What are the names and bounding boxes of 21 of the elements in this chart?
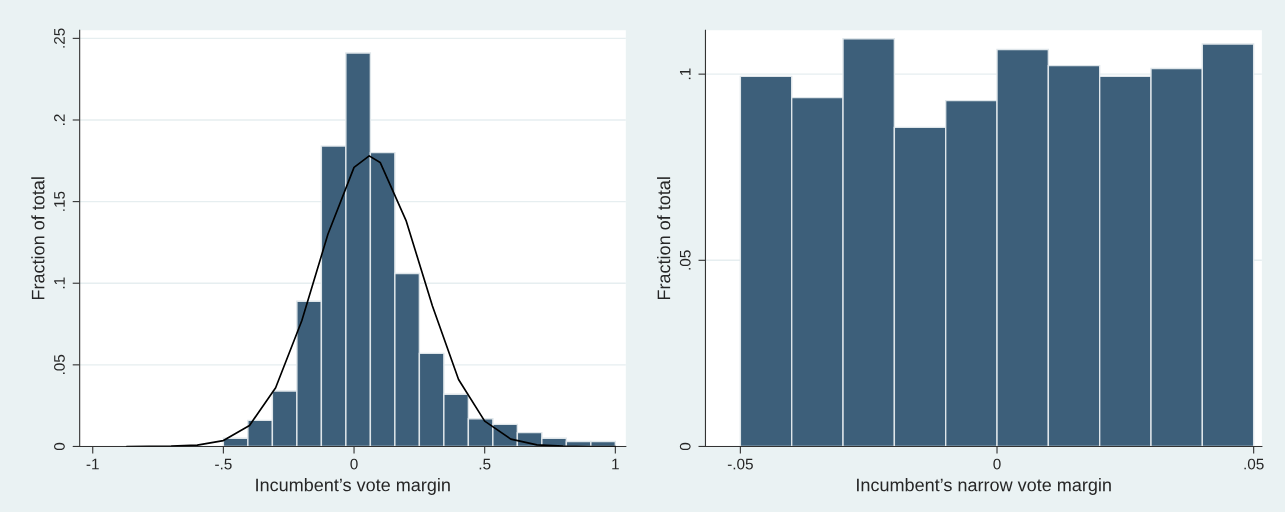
x-tick-label: -1 [86,458,99,470]
x-tick-label: 1 [612,458,619,470]
y-tick-label: .1 [54,277,65,289]
y-tick-label: .05 [54,354,65,375]
y-tick-label: .2 [54,114,65,125]
y-tick-label: 0 [54,442,65,451]
x-tick-label: -.5 [215,458,232,470]
x-axis-title: Incumbent’s vote margin [256,478,450,495]
x-tick-label: -.05 [727,458,753,470]
x-tick-label: 0 [350,458,358,470]
y-tick-label: .1 [679,68,691,80]
x-tick-label: 0 [993,458,1001,470]
y-tick-label: .05 [679,250,691,270]
y-axis-title: Fraction of total [31,177,45,300]
x-tick-label: .5 [479,458,491,470]
x-axis-title: Incumbent’s narrow vote margin [857,478,1111,495]
y-tick-label: .15 [54,191,65,211]
y-axis-title: Fraction of total [657,177,671,300]
x-tick-label: .05 [1244,458,1264,470]
y-tick-label: 0 [679,442,691,451]
y-tick-label: .25 [54,28,65,48]
